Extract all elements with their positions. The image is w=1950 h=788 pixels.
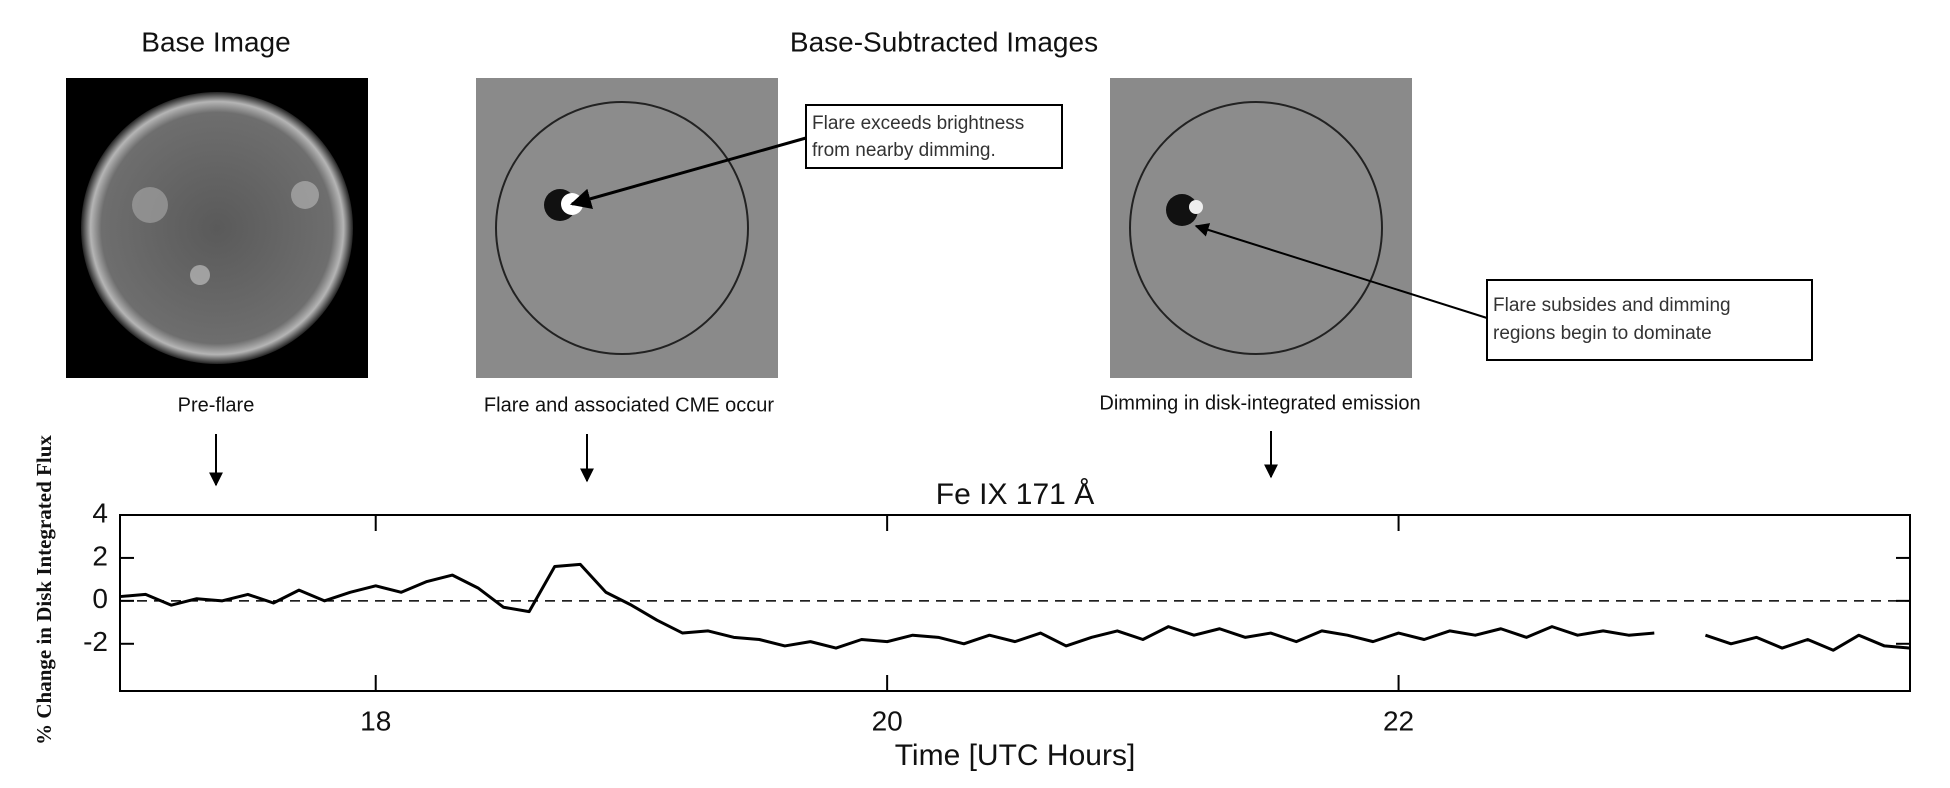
callout-text: Flare exceeds brightness (812, 113, 1024, 134)
y-axis-label: % Change in Disk Integrated Flux (32, 435, 56, 745)
subtracted-image (1110, 78, 1412, 378)
chart-title: Fe IX 171 Å (936, 478, 1094, 511)
callout-arrow (569, 136, 807, 209)
header: Base-Subtracted Images (790, 26, 1098, 57)
caption: Dimming in disk-integrated emission (1099, 392, 1420, 414)
header: Base Image (141, 26, 290, 57)
base-image (66, 78, 368, 378)
y-tick-label: -2 (83, 626, 108, 657)
y-tick-label: 4 (92, 497, 108, 528)
callout-text: Flare subsides and dimming (1493, 295, 1731, 316)
callout-text: regions begin to dominate (1493, 323, 1712, 344)
callout-box (805, 104, 1063, 169)
y-tick-label: 0 (92, 583, 108, 614)
x-axis-label: Time [UTC Hours] (895, 739, 1136, 772)
caption: Pre-flare (178, 394, 255, 416)
y-tick-label: 2 (92, 540, 108, 571)
callout-box (1486, 279, 1813, 361)
x-tick-label: 22 (1383, 705, 1414, 736)
x-tick-label: 18 (360, 705, 391, 736)
caption: Flare and associated CME occur (484, 394, 774, 416)
callout-text: from nearby dimming. (812, 140, 996, 161)
x-tick-label: 20 (872, 705, 903, 736)
data-line (119, 562, 1911, 652)
subtracted-image (476, 78, 778, 378)
callout-arrow (1194, 223, 1488, 319)
plot-frame (119, 514, 1911, 692)
